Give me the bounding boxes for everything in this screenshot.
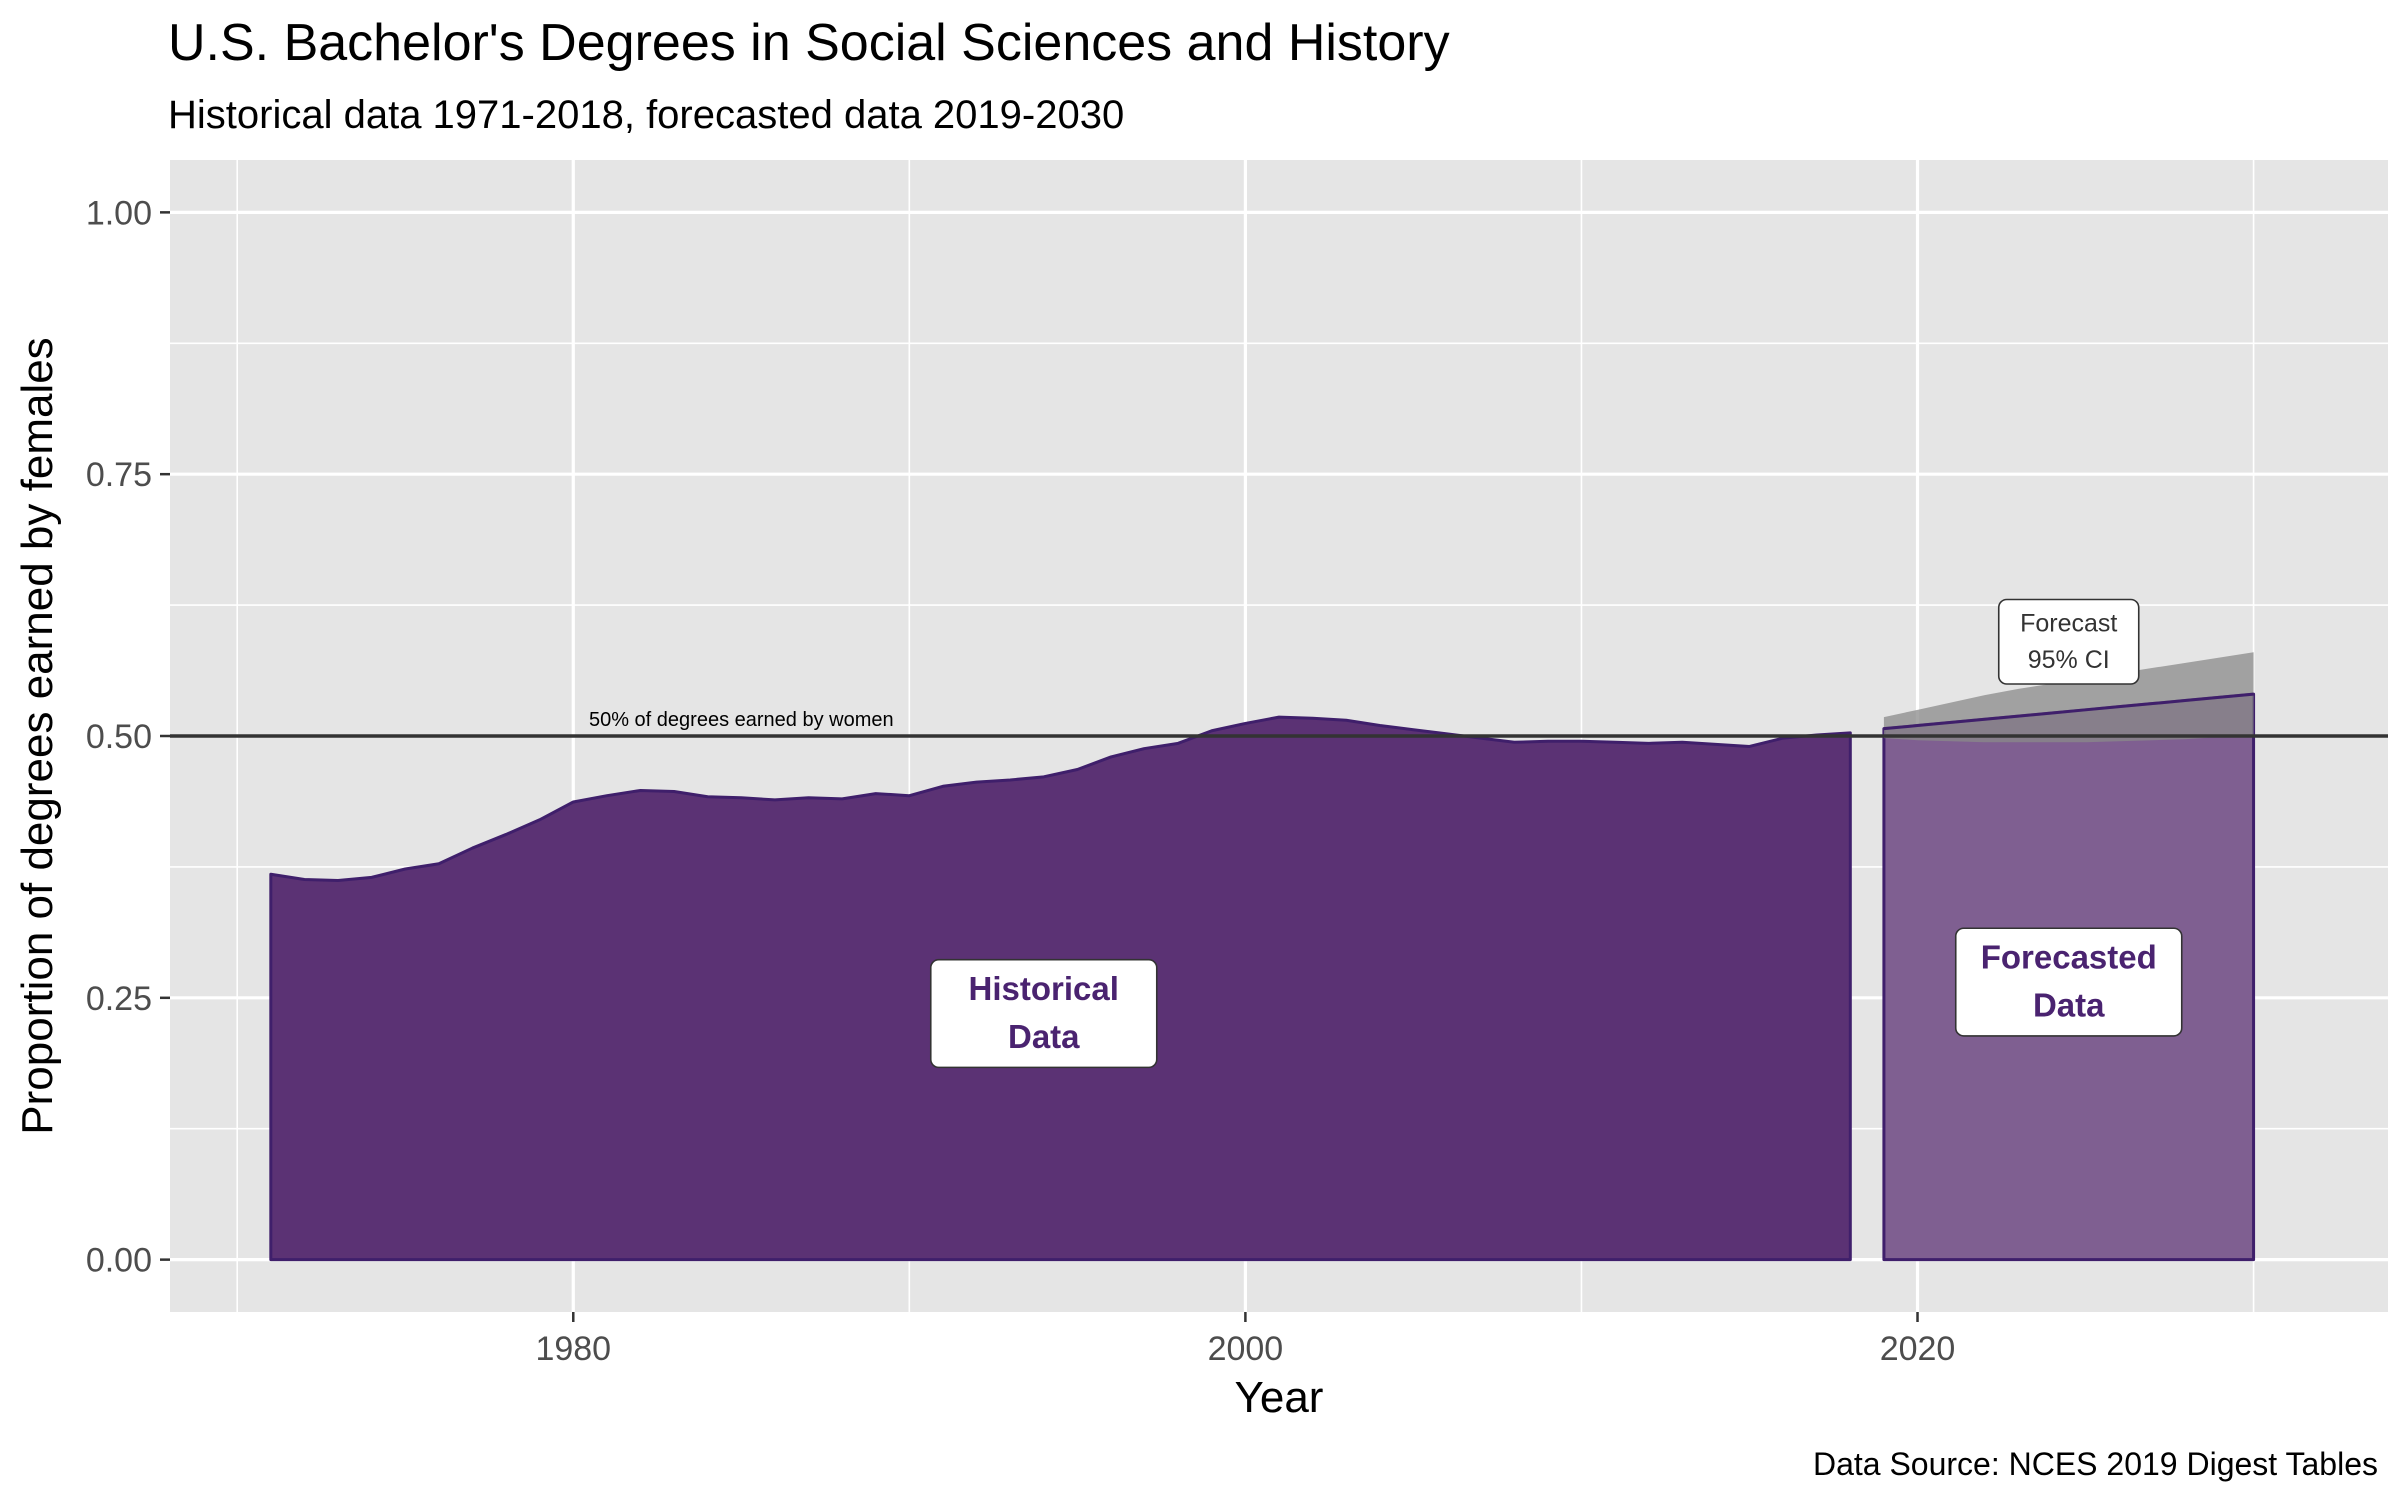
forecast-line (1883, 692, 2254, 731)
data-layer: 50% of degrees earned by women Historical… (170, 598, 2388, 1262)
x-tick-label: 2020 (1880, 1330, 1956, 1368)
y-tick-label: 1.00 (86, 194, 152, 232)
chart-subtitle: Historical data 1971-2018, forecasted da… (168, 93, 1124, 137)
y-axis-title: Proportion of degrees earned by females (13, 337, 62, 1134)
reference-line-label: 50% of degrees earned by women (589, 709, 894, 731)
forecast-label-box (1954, 927, 2183, 1037)
y-tick-label: 0.75 (86, 456, 152, 494)
historical-label-box (929, 958, 1158, 1069)
forecast-label: Forecasted Data (1954, 927, 2183, 1037)
caption: Data Source: NCES 2019 Digest Tables (1813, 1446, 2378, 1482)
forecast-label-text: Forecasted (1981, 939, 2157, 976)
y-tick-label: 0.25 (86, 980, 152, 1018)
x-axis-title: Year (1235, 1373, 1324, 1422)
historical-label-text: Historical (969, 970, 1119, 1007)
x-tick-label: 1980 (535, 1330, 611, 1368)
forecast-ci-label-text: 95% CI (2028, 646, 2110, 674)
forecast-ci-label-box (1997, 598, 2140, 685)
y-tick-label: 0.00 (86, 1242, 152, 1280)
y-tick-label: 0.50 (86, 718, 152, 756)
y-axis: 0.00 0.25 0.50 0.75 1.00 (86, 194, 170, 1280)
forecast-ci-label-text: Forecast (2020, 610, 2117, 638)
chart-title: U.S. Bachelor's Degrees in Social Scienc… (168, 14, 1450, 72)
historical-label: Historical Data (929, 958, 1158, 1069)
x-axis: 1980 2000 2020 (535, 1312, 1955, 1368)
x-tick-label: 2000 (1208, 1330, 1284, 1368)
historical-label-text: Data (1008, 1018, 1080, 1055)
forecast-label-text: Data (2033, 987, 2105, 1024)
forecast-ci-label: Forecast 95% CI (1997, 598, 2140, 685)
